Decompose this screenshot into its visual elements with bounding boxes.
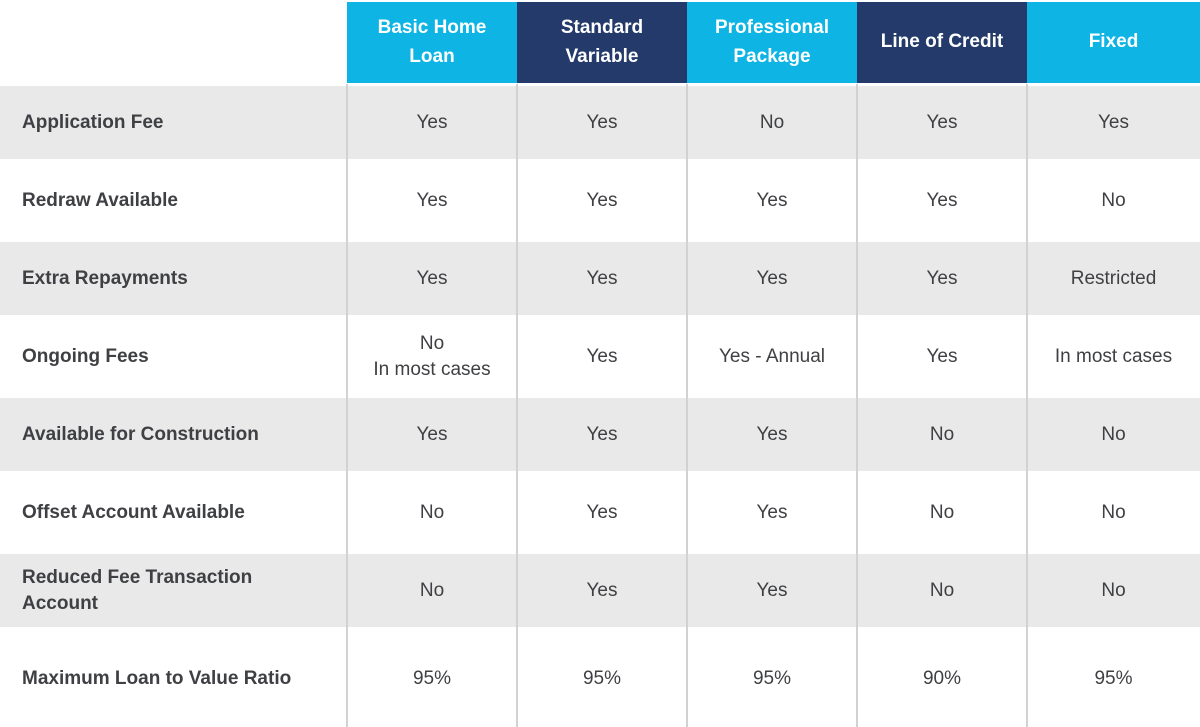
table-cell: Yes [687, 240, 857, 318]
table-cell: No [1101, 190, 1126, 212]
table-cell: No [1027, 552, 1200, 630]
table-cell: Yes [416, 190, 448, 212]
table-cell: No [857, 396, 1027, 474]
table-cell: Yes [926, 190, 958, 212]
table-cell: Yes - Annual [719, 346, 825, 368]
table-cell: Yes [347, 240, 517, 318]
row-label-redraw-available: Redraw Available [22, 190, 178, 212]
table-cell: Yes [517, 552, 687, 630]
column-divider [346, 84, 348, 727]
table-cell: No [419, 502, 445, 524]
column-header-standard-variable: Standard Variable [517, 2, 687, 83]
table-cell: Yes [586, 190, 618, 212]
table-cell: Yes [857, 84, 1027, 162]
table-cell: 95% [752, 667, 792, 689]
table-cell: Yes [687, 552, 857, 630]
table-cell: 95% [412, 667, 452, 689]
row-label-maximum-loan-to-value-ratio: Maximum Loan to Value Ratio [22, 667, 292, 689]
table-cell: No [929, 502, 955, 524]
column-divider [516, 84, 518, 727]
table-cell: Yes [347, 396, 517, 474]
table-cell: Yes [756, 502, 788, 524]
row-label-available-for-construction: Available for Construction [0, 396, 347, 474]
table-cell: 90% [922, 667, 962, 689]
row-label-ongoing-fees: Ongoing Fees [22, 346, 149, 368]
header-corner-spacer [0, 0, 347, 84]
table-cell: No [857, 552, 1027, 630]
table-cell: Yes [857, 240, 1027, 318]
table-cell: In most cases [1054, 346, 1173, 368]
table-cell: Yes [347, 84, 517, 162]
row-label-reduced-fee-transaction-account: Reduced Fee Transaction Account [0, 552, 347, 630]
table-cell: 95% [582, 667, 622, 689]
table-cell: Yes [517, 240, 687, 318]
table-cell: Yes [517, 84, 687, 162]
table-cell: No [687, 84, 857, 162]
column-header-professional-package: Professional Package [687, 2, 857, 83]
table-cell: Yes [586, 346, 618, 368]
table-cell: 95% [1094, 667, 1133, 689]
column-header-fixed: Fixed [1027, 2, 1200, 83]
table-cell: Yes [926, 346, 958, 368]
row-label-application-fee: Application Fee [0, 84, 347, 162]
column-divider [1026, 84, 1028, 727]
table-cell: No In most cases [373, 333, 491, 380]
row-label-offset-account-available: Offset Account Available [22, 502, 245, 524]
table-cell: No [1101, 502, 1126, 524]
column-header-basic-home-loan: Basic Home Loan [347, 2, 517, 83]
table-cell: No [347, 552, 517, 630]
table-cell: No [1027, 396, 1200, 474]
table-cell: Yes [586, 502, 618, 524]
row-label-extra-repayments: Extra Repayments [0, 240, 347, 318]
table-cell: Yes [756, 190, 788, 212]
table-cell: Restricted [1027, 240, 1200, 318]
table-cell: Yes [1027, 84, 1200, 162]
table-cell: Yes [687, 396, 857, 474]
table-cell: Yes [517, 396, 687, 474]
column-header-line-of-credit: Line of Credit [857, 2, 1027, 83]
column-divider [686, 84, 688, 727]
column-divider [856, 84, 858, 727]
